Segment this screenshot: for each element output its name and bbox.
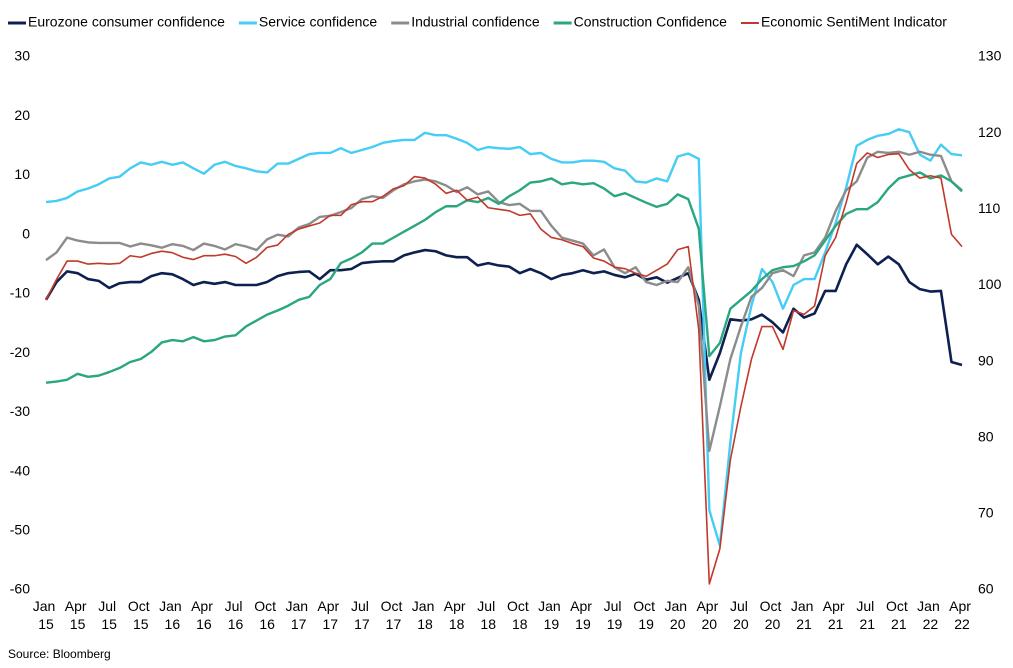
y2-tick-label: 100 xyxy=(978,276,1002,292)
x-tick-label: Oct 20 xyxy=(760,598,786,632)
y-tick-label: -40 xyxy=(10,462,30,478)
y2-tick-label: 120 xyxy=(978,124,1002,140)
legend-label: Eurozone consumer confidence xyxy=(28,14,225,30)
y2-tick-label: 70 xyxy=(978,505,994,521)
legend-label: Service confidence xyxy=(259,14,378,30)
x-tick-label: Oct 18 xyxy=(507,598,533,632)
y-tick-label: 0 xyxy=(22,225,30,241)
series-line xyxy=(45,171,963,384)
x-tick-label: Jul 19 xyxy=(604,598,626,632)
x-tick-label: Oct 17 xyxy=(381,598,407,632)
x-tick-label: Jan 16 xyxy=(159,598,185,632)
series-line xyxy=(45,152,963,585)
y2-tick-label: 90 xyxy=(978,352,994,368)
y-tick-label: -10 xyxy=(10,285,30,301)
series-line xyxy=(45,128,963,547)
y2-tick-label: 110 xyxy=(978,200,1001,216)
x-tick-label: Jul 16 xyxy=(225,598,247,632)
y-tick-label: 10 xyxy=(14,166,30,182)
y-tick-label: 30 xyxy=(14,48,30,64)
x-tick-label: Apr 15 xyxy=(65,598,91,632)
x-tick-label: Apr 17 xyxy=(317,598,343,632)
x-tick-label: Jan 18 xyxy=(412,598,438,632)
x-tick-label: Oct 15 xyxy=(128,598,154,632)
x-tick-label: Jul 20 xyxy=(730,598,752,632)
x-tick-label: Oct 19 xyxy=(633,598,659,632)
y-tick-label: -20 xyxy=(10,344,30,360)
x-tick-label: Jan 15 xyxy=(33,598,59,632)
legend-label: Industrial confidence xyxy=(411,14,540,30)
legend-label: Construction Confidence xyxy=(574,14,728,30)
x-tick-label: Jul 21 xyxy=(856,598,878,632)
x-tick-label: Apr 22 xyxy=(949,598,975,632)
x-tick-label: Jul 18 xyxy=(477,598,499,632)
source-note: Source: Bloomberg xyxy=(8,647,111,661)
x-tick-label: Jan 22 xyxy=(917,598,943,632)
series-line xyxy=(45,150,963,453)
x-tick-label: Jan 20 xyxy=(664,598,690,632)
legend-label: Economic SentiMent Indicator xyxy=(761,14,947,30)
y-tick-label: 20 xyxy=(14,107,30,123)
x-tick-label: Jul 17 xyxy=(351,598,373,632)
x-tick-label: Jul 15 xyxy=(98,598,120,632)
y2-tick-label: 80 xyxy=(978,428,994,444)
y-tick-label: -60 xyxy=(10,581,30,597)
x-tick-label: Apr 18 xyxy=(444,598,470,632)
x-tick-label: Jan 21 xyxy=(791,598,817,632)
x-tick-label: Apr 16 xyxy=(191,598,217,632)
x-tick-label: Apr 20 xyxy=(696,598,722,632)
y2-tick-label: 60 xyxy=(978,581,994,597)
x-tick-label: Jan 19 xyxy=(538,598,564,632)
x-tick-label: Oct 16 xyxy=(254,598,280,632)
x-tick-label: Apr 21 xyxy=(823,598,849,632)
y2-tick-label: 130 xyxy=(978,48,1002,64)
y-tick-label: -30 xyxy=(10,403,30,419)
x-tick-label: Jan 17 xyxy=(285,598,311,632)
x-tick-label: Oct 21 xyxy=(886,598,912,632)
x-tick-label: Apr 19 xyxy=(570,598,596,632)
series-line xyxy=(44,243,963,382)
y-tick-label: -50 xyxy=(10,521,30,537)
